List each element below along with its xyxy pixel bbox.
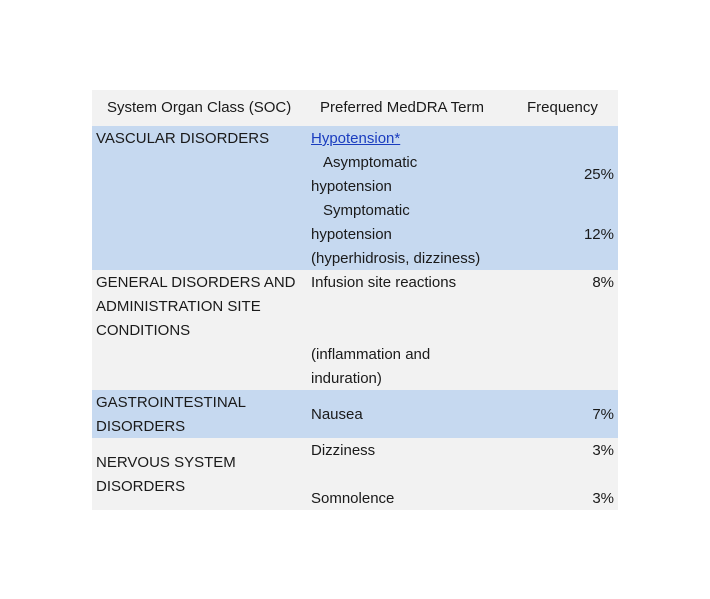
soc-nervous-line1: NERVOUS SYSTEM xyxy=(96,454,236,471)
term-asymptomatic: Asymptomatic xyxy=(323,154,418,171)
freq-nausea: 7% xyxy=(592,406,614,423)
header-term: Preferred MedDRA Term xyxy=(320,99,484,116)
header-frequency: Frequency xyxy=(527,99,598,116)
freq-symptomatic: 12% xyxy=(583,226,614,243)
term-infusion-detail1: (inflammation and xyxy=(311,346,431,363)
soc-general-line2: ADMINISTRATION SITE xyxy=(96,298,261,315)
term-somnolence: Somnolence xyxy=(311,490,395,507)
term-dizziness: Dizziness xyxy=(311,442,376,459)
hypotension-link[interactable]: Hypotension* xyxy=(311,130,401,147)
term-symptomatic-cont: hypotension xyxy=(311,226,392,243)
soc-gi-line2: DISORDERS xyxy=(96,418,186,435)
term-symptomatic-detail: (hyperhidrosis, dizziness) xyxy=(311,250,481,267)
term-infusion-detail2: induration) xyxy=(311,370,382,387)
table-row-vascular: VASCULAR DISORDERS Hypotension* Asymptom… xyxy=(92,126,618,270)
soc-general-line3: CONDITIONS xyxy=(96,322,191,339)
freq-somnolence: 3% xyxy=(592,490,614,507)
table-row-gastrointestinal: GASTROINTESTINAL DISORDERS Nausea 7% xyxy=(92,390,618,438)
soc-general-line1: GENERAL DISORDERS AND xyxy=(96,274,296,291)
term-infusion: Infusion site reactions xyxy=(311,274,457,291)
freq-dizziness: 3% xyxy=(592,442,614,459)
soc-nervous-line2: DISORDERS xyxy=(96,478,186,495)
soc-gi-line1: GASTROINTESTINAL xyxy=(96,394,247,411)
freq-infusion: 8% xyxy=(592,274,614,291)
term-nausea: Nausea xyxy=(311,406,363,423)
soc-vascular: VASCULAR DISORDERS xyxy=(96,130,270,147)
table-header-row: System Organ Class (SOC) Preferred MedDR… xyxy=(92,90,618,126)
table-row-nervous: NERVOUS SYSTEM DISORDERS Dizziness Somno… xyxy=(92,438,618,510)
table-row-general: GENERAL DISORDERS AND ADMINISTRATION SIT… xyxy=(92,270,618,390)
header-soc: System Organ Class (SOC) xyxy=(107,99,292,116)
term-asymptomatic-cont: hypotension xyxy=(311,178,392,195)
freq-asymptomatic: 25% xyxy=(583,166,614,183)
term-symptomatic: Symptomatic xyxy=(323,202,410,219)
